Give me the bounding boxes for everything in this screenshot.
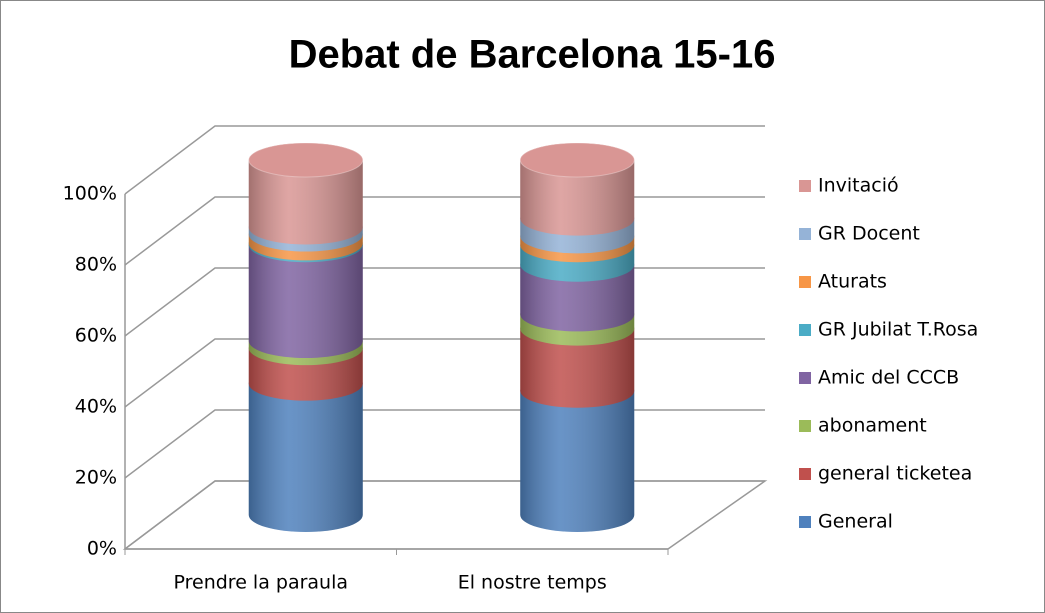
cylinder-top <box>519 142 635 178</box>
y-tick-label: 100% <box>63 183 117 205</box>
legend-swatch <box>799 180 811 192</box>
grid-line <box>124 125 765 195</box>
legend-label: GR Docent <box>818 223 920 245</box>
legend-swatch <box>799 372 811 384</box>
legend-swatch <box>799 228 811 240</box>
y-tick-label: 60% <box>75 325 117 347</box>
legend-label: Amic del CCCB <box>818 367 959 389</box>
y-tick-label: 40% <box>75 396 117 418</box>
cylinder-top <box>248 142 364 178</box>
cylinder-shading <box>248 160 363 532</box>
legend-swatch <box>799 516 811 528</box>
legend-swatch <box>799 468 811 480</box>
legend-swatch <box>799 276 811 288</box>
x-tick-label: Prendre la paraula <box>173 572 348 594</box>
y-tick-label: 80% <box>75 254 117 276</box>
legend-label: General <box>818 511 893 533</box>
y-tick-label: 0% <box>87 538 117 560</box>
cylinder-shading <box>520 160 635 532</box>
legend-label: Invitació <box>818 175 899 197</box>
legend-label: abonament <box>818 415 927 437</box>
chart-title: Debat de Barcelona 15-16 <box>289 33 776 77</box>
x-tick-label: El nostre temps <box>458 572 607 594</box>
legend-swatch <box>799 420 811 432</box>
legend-swatch <box>799 324 811 336</box>
legend-label: general ticketea <box>818 463 972 485</box>
legend-label: GR Jubilat T.Rosa <box>818 319 978 341</box>
legend-label: Aturats <box>818 271 887 293</box>
y-tick-label: 20% <box>75 467 117 489</box>
